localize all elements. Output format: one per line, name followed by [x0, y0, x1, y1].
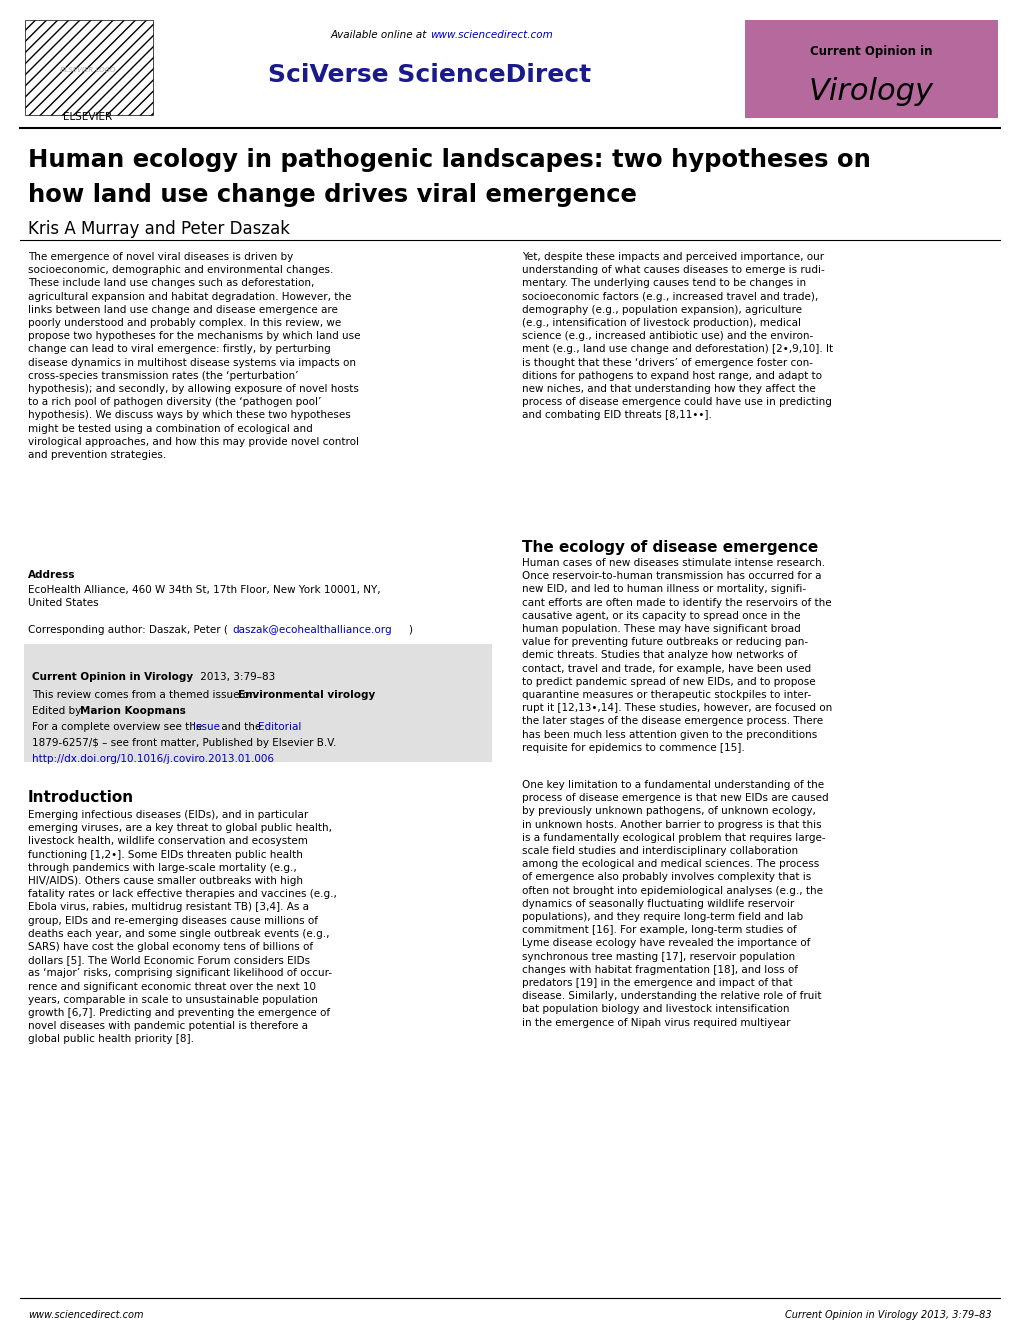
- Text: http://dx.doi.org/10.1016/j.coviro.2013.01.006: http://dx.doi.org/10.1016/j.coviro.2013.…: [32, 754, 274, 763]
- Bar: [24, 644, 491, 762]
- Text: Address: Address: [28, 570, 75, 579]
- Bar: [744, 20, 997, 118]
- Text: Issue: Issue: [193, 722, 220, 732]
- Text: One key limitation to a fundamental understanding of the
process of disease emer: One key limitation to a fundamental unde…: [522, 781, 827, 1028]
- Text: Human cases of new diseases stimulate intense research.
Once reservoir-to-human : Human cases of new diseases stimulate in…: [522, 558, 832, 753]
- Text: and the: and the: [218, 722, 264, 732]
- Text: Virology: Virology: [808, 78, 932, 106]
- Text: daszak@ecohealthalliance.org: daszak@ecohealthalliance.org: [231, 624, 391, 635]
- Text: Corresponding author: Daszak, Peter (: Corresponding author: Daszak, Peter (: [28, 624, 227, 635]
- Text: Kris A Murray and Peter Daszak: Kris A Murray and Peter Daszak: [28, 220, 289, 238]
- Text: Yet, despite these impacts and perceived importance, our
understanding of what c: Yet, despite these impacts and perceived…: [522, 251, 833, 421]
- Text: Emerging infectious diseases (EIDs), and in particular
emerging viruses, are a k: Emerging infectious diseases (EIDs), and…: [28, 810, 336, 1044]
- Text: EcoHealth Alliance, 460 W 34th St, 17th Floor, New York 10001, NY,
United States: EcoHealth Alliance, 460 W 34th St, 17th …: [28, 585, 380, 609]
- Text: how land use change drives viral emergence: how land use change drives viral emergen…: [28, 183, 636, 206]
- Text: www.sciencedirect.com: www.sciencedirect.com: [430, 30, 552, 40]
- Text: This review comes from a themed issue on: This review comes from a themed issue on: [32, 691, 259, 700]
- Text: Introduction: Introduction: [28, 790, 133, 804]
- Text: Environmental virology: Environmental virology: [237, 691, 375, 700]
- Text: ): ): [408, 624, 412, 635]
- Text: SciVerse ScienceDirect: SciVerse ScienceDirect: [268, 64, 591, 87]
- Text: Marion Koopmans: Marion Koopmans: [79, 706, 185, 716]
- Text: Current Opinion in: Current Opinion in: [809, 45, 931, 58]
- Text: Edited by: Edited by: [32, 706, 85, 716]
- Text: Editorial: Editorial: [258, 722, 301, 732]
- Text: www.sciencedirect.com: www.sciencedirect.com: [28, 1310, 144, 1320]
- Text: The ecology of disease emergence: The ecology of disease emergence: [522, 540, 817, 556]
- Text: Current Opinion in Virology 2013, 3:79–83: Current Opinion in Virology 2013, 3:79–8…: [785, 1310, 991, 1320]
- Text: Human ecology in pathogenic landscapes: two hypotheses on: Human ecology in pathogenic landscapes: …: [28, 148, 870, 172]
- Text: For a complete overview see the: For a complete overview see the: [32, 722, 205, 732]
- Text: ELSEVIER LOGO: ELSEVIER LOGO: [60, 67, 115, 73]
- Text: 2013, 3:79–83: 2013, 3:79–83: [197, 672, 275, 681]
- Text: Current Opinion in Virology: Current Opinion in Virology: [32, 672, 193, 681]
- Text: 1879-6257/$ – see front matter, Published by Elsevier B.V.: 1879-6257/$ – see front matter, Publishe…: [32, 738, 336, 747]
- Text: Available online at: Available online at: [330, 30, 430, 40]
- Text: ELSEVIER: ELSEVIER: [63, 112, 112, 122]
- Bar: [25, 20, 153, 115]
- Text: The emergence of novel viral diseases is driven by
socioeconomic, demographic an: The emergence of novel viral diseases is…: [28, 251, 360, 460]
